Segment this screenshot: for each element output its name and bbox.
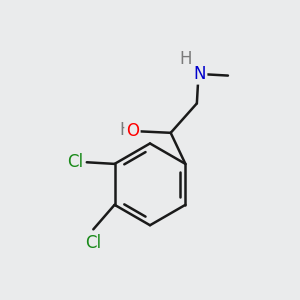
Text: H: H: [179, 50, 192, 68]
Text: O: O: [126, 122, 139, 140]
Text: H: H: [120, 121, 132, 139]
Text: Cl: Cl: [85, 234, 101, 252]
Text: Cl: Cl: [67, 153, 83, 171]
Text: N: N: [193, 65, 206, 83]
